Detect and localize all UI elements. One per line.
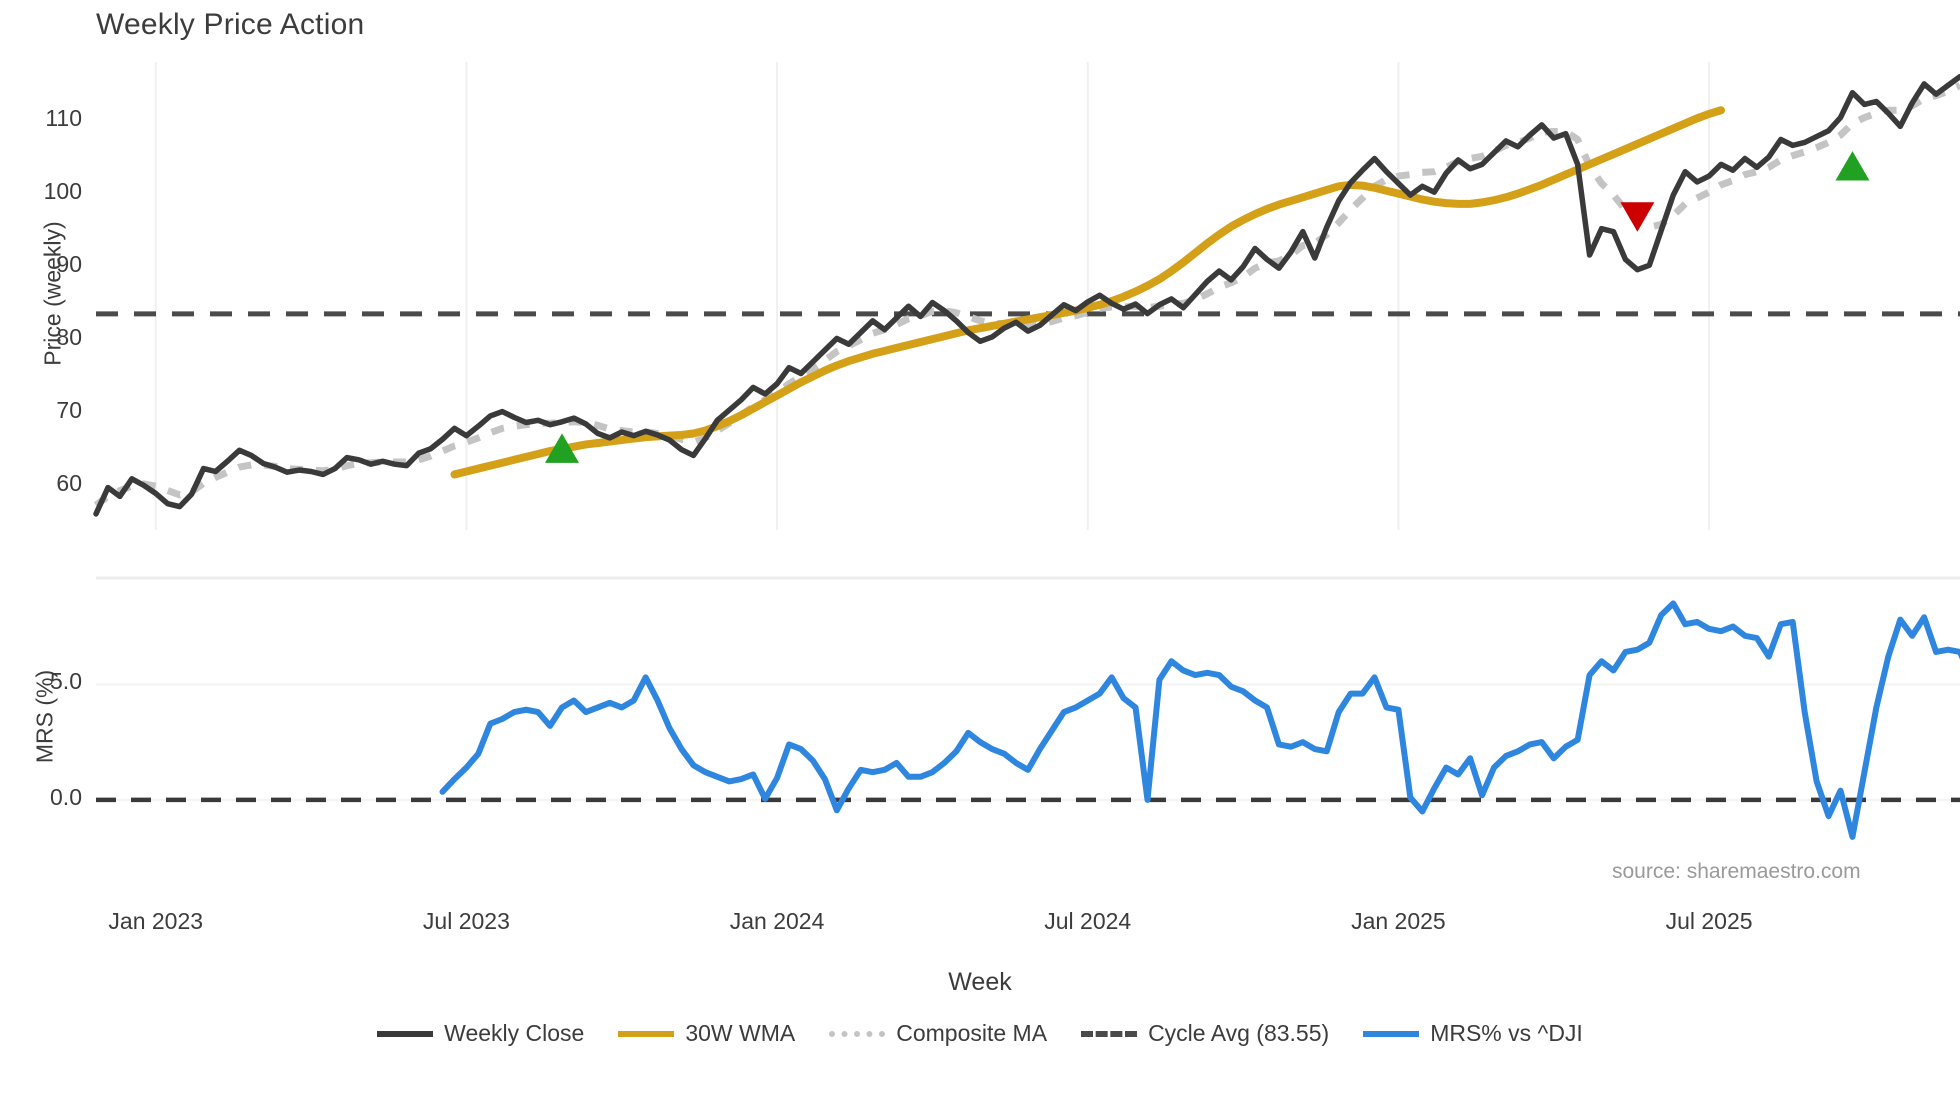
- x-tick: Jul 2024: [1044, 908, 1132, 934]
- legend-swatch-solid: [1363, 1030, 1420, 1037]
- page-title: Weekly Price Action: [96, 8, 365, 41]
- legend-swatch-solid: [618, 1030, 675, 1037]
- legend-swatch-dotted: [829, 1030, 886, 1037]
- legend-swatch-dashed: [1081, 1030, 1138, 1037]
- mrs-y-tick: 0.0: [50, 783, 82, 810]
- price-gridlines: [154, 62, 1711, 530]
- price-y-tick: 60: [56, 470, 82, 497]
- x-tick: Jan 2023: [108, 908, 204, 934]
- legend-label: MRS% vs ^DJI: [1430, 1020, 1583, 1046]
- legend-item[interactable]: MRS% vs ^DJI: [1363, 1020, 1583, 1047]
- legend-label: Cycle Avg (83.55): [1148, 1020, 1330, 1046]
- legend-label: Composite MA: [896, 1020, 1048, 1046]
- x-tick: Jan 2025: [1351, 908, 1446, 934]
- weekly-close-line: [93, 73, 1960, 517]
- legend-swatch-solid: [377, 1030, 434, 1037]
- signal-markers: [545, 151, 1870, 463]
- legend-item[interactable]: 30W WMA: [618, 1020, 795, 1047]
- x-tick: Jan 2024: [729, 908, 825, 934]
- mrs-y-tick: 5.0: [50, 668, 82, 695]
- price-y-tick: 100: [43, 177, 82, 204]
- composite-ma-line: [93, 82, 1960, 508]
- source-watermark: source: sharemaestro.com: [1612, 860, 1861, 883]
- buy-signal-marker: [545, 433, 579, 463]
- legend-item[interactable]: Cycle Avg (83.55): [1081, 1020, 1329, 1047]
- chart-legend: Weekly Close 30W WMA Composite MA Cycle Avg…: [0, 1020, 1960, 1047]
- sell-signal-marker: [1620, 202, 1655, 232]
- price-y-tick: 90: [56, 250, 82, 277]
- x-tick: Jul 2025: [1665, 908, 1753, 934]
- price-y-tick: 70: [56, 397, 82, 423]
- buy-signal-marker: [1835, 151, 1870, 181]
- price-y-tick: 110: [45, 104, 82, 131]
- mrs-line: [439, 600, 1960, 840]
- legend-item[interactable]: Composite MA: [829, 1020, 1047, 1047]
- legend-label: 30W WMA: [685, 1020, 796, 1046]
- x-axis-title: Week: [948, 968, 1012, 996]
- price-axis-title: Price (weekly): [39, 221, 66, 366]
- legend-item[interactable]: Weekly Close: [377, 1020, 584, 1047]
- legend-label: Weekly Close: [444, 1020, 585, 1046]
- mrs-axis-title: MRS (%): [31, 669, 58, 764]
- price-y-tick: 80: [56, 323, 82, 350]
- x-tick: Jul 2023: [422, 908, 510, 934]
